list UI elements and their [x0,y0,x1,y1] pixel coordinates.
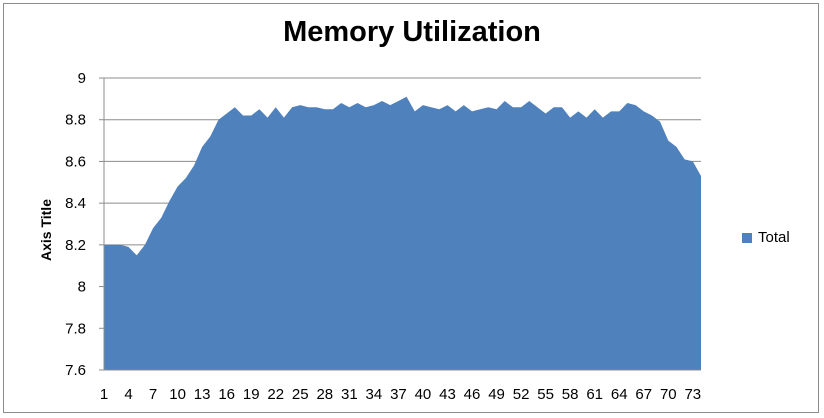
x-tick-label: 25 [292,386,309,403]
x-tick-label: 61 [586,386,603,403]
x-tick-label: 67 [635,386,652,403]
x-tick-label: 43 [439,386,456,403]
x-tick-label: 19 [243,386,260,403]
y-tick-label: 8.4 [65,195,86,212]
x-tick-label: 28 [316,386,333,403]
legend: Total [742,229,790,246]
x-tick-label: 4 [124,386,132,403]
x-tick-label: 1 [100,386,108,403]
legend-swatch [742,232,752,243]
x-tick-label: 49 [488,386,505,403]
x-tick-label: 70 [660,386,677,403]
x-tick-label: 7 [149,386,157,403]
y-tick-label: 9 [78,70,86,87]
x-tick-label: 73 [684,386,701,403]
y-tick-label: 8 [78,279,86,296]
x-tick-label: 55 [537,386,554,403]
x-tick-label: 46 [464,386,481,403]
x-tick-label: 13 [194,386,211,403]
chart-title: Memory Utilization [283,16,541,48]
x-tick-label: 40 [415,386,432,403]
x-tick-label: 52 [513,386,530,403]
y-tick-label: 7.8 [65,320,86,337]
legend-label: Total [758,229,790,246]
x-tick-label: 58 [562,386,579,403]
y-tick-label: 7.6 [65,362,86,379]
y-tick-label: 8.6 [65,153,86,170]
x-tick-label: 22 [267,386,284,403]
x-tick-label: 16 [218,386,235,403]
x-tick-label: 34 [366,386,383,403]
y-tick-label: 8.2 [65,237,86,254]
area-series-total [104,96,701,371]
x-tick-label: 64 [611,386,628,403]
y-tick-label: 8.8 [65,112,86,129]
x-tick-label: 37 [390,386,407,403]
x-tick-label: 10 [169,386,186,403]
x-tick-label: 31 [341,386,358,403]
